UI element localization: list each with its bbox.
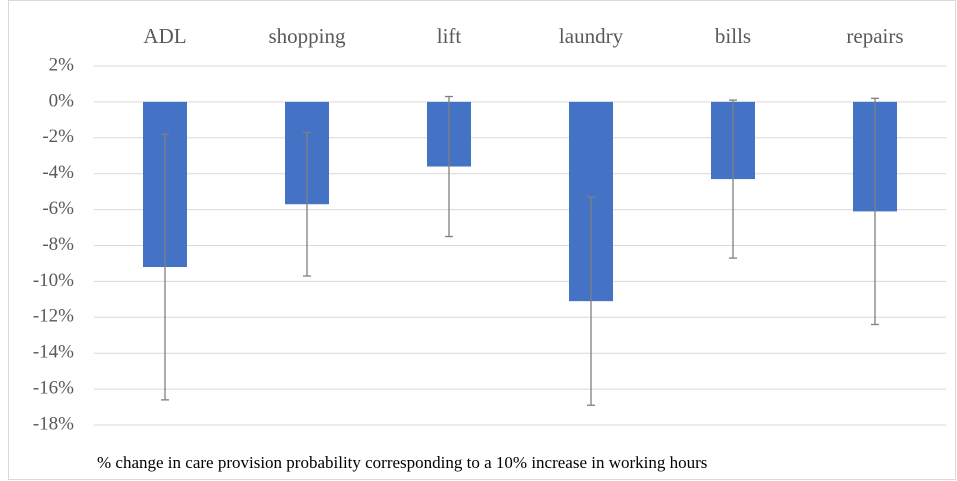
y-tick-label: -6%: [42, 198, 74, 219]
x-tick-label: shopping: [268, 24, 346, 48]
y-tick-label: -16%: [33, 377, 74, 398]
x-tick-label: lift: [437, 24, 462, 48]
y-tick-label: 2%: [49, 54, 75, 75]
x-tick-label: laundry: [559, 24, 624, 48]
y-tick-label: -14%: [33, 342, 74, 363]
y-tick-label: -8%: [42, 234, 74, 255]
y-tick-label: -10%: [33, 270, 74, 291]
y-tick-label: -2%: [42, 126, 74, 147]
x-tick-label: ADL: [143, 24, 186, 48]
chart-frame: [8, 0, 956, 480]
y-tick-label: 0%: [49, 90, 75, 111]
x-tick-label: repairs: [846, 24, 903, 48]
y-tick-label: -18%: [33, 413, 74, 434]
chart-note: % change in care provision probability c…: [97, 453, 707, 472]
y-tick-label: -4%: [42, 162, 74, 183]
x-tick-label: bills: [715, 24, 751, 48]
y-tick-label: -12%: [33, 306, 74, 327]
